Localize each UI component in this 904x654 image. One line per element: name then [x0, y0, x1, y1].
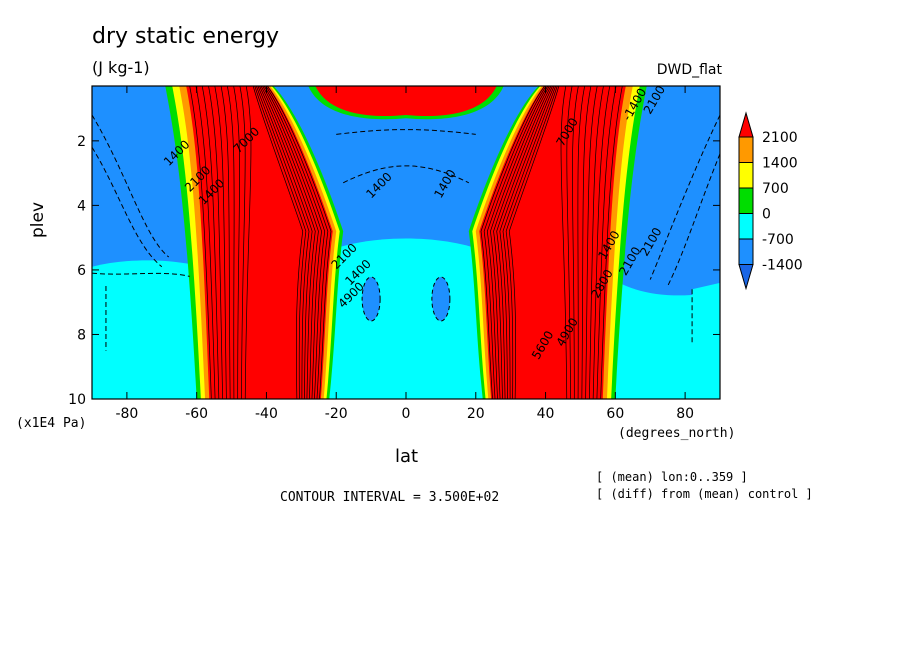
contour-south-3 — [208, 86, 322, 399]
cyan-patch-south-pole — [92, 286, 106, 351]
contour-south-4 — [214, 86, 319, 399]
x-tick-label: 80 — [676, 406, 694, 422]
upper-max-red — [315, 86, 497, 117]
colorbar-box — [738, 213, 754, 240]
dashed-contour-6 — [92, 272, 190, 277]
colorbar-top-arrow — [738, 111, 754, 138]
chart-subtitle: (J kg-1) — [92, 58, 150, 77]
dashed-contour-5 — [342, 165, 470, 184]
colorbar-label: -1400 — [762, 258, 803, 274]
y-axis-label: plev — [28, 201, 48, 238]
y-axis-units: (x1E4 Pa) — [16, 416, 87, 431]
colorbar-label: 0 — [762, 207, 771, 223]
contour-south-2 — [201, 86, 326, 399]
contour-north-2 — [486, 86, 611, 399]
blue-eye-south — [362, 276, 381, 321]
contour-north-0 — [480, 86, 623, 399]
x-tick-label: 40 — [537, 406, 555, 422]
cyan-band-tropics — [329, 238, 483, 399]
colorbar-box — [738, 238, 754, 265]
x-tick-label: -20 — [325, 406, 348, 422]
chart-title: dry static energy — [92, 24, 280, 49]
contour-south-6 — [227, 86, 313, 399]
colorbar-box — [738, 187, 754, 214]
dashed-contour-1 — [92, 147, 163, 268]
contour-north-9 — [508, 86, 568, 399]
dashed-contour-3 — [667, 153, 720, 287]
x-tick-label: -60 — [185, 406, 208, 422]
experiment-label: DWD_flat — [656, 62, 722, 78]
contour-north-6 — [499, 86, 585, 399]
y-tick-label: 10 — [68, 392, 86, 408]
y-tick-label: 6 — [77, 263, 86, 279]
contour-lines — [92, 86, 720, 399]
y-tick-label: 4 — [77, 198, 86, 214]
note-diff: [ (diff) from (mean) control ] — [596, 487, 813, 501]
x-axis-units: (degrees_north) — [618, 426, 736, 441]
colorbar-box — [738, 162, 754, 189]
contour-south-9 — [244, 86, 304, 399]
colorbar-label: 2100 — [762, 130, 798, 146]
colorbar-box — [738, 136, 754, 163]
x-tick-label: 60 — [606, 406, 624, 422]
blue-eye-north — [431, 276, 450, 321]
contour-south-7 — [233, 86, 310, 399]
colorbar-label: 700 — [762, 181, 789, 197]
x-axis-label: lat — [395, 446, 419, 467]
cyan-band-south — [92, 260, 215, 399]
colorbar-label: 1400 — [762, 156, 798, 172]
dashed-eye-north — [431, 276, 451, 322]
contour-north-3 — [490, 86, 604, 399]
x-tick-label: 20 — [467, 406, 485, 422]
x-tick-label: -80 — [115, 406, 138, 422]
cyan-band-north — [597, 269, 720, 399]
axes: -80 -60 -40 -20 0 20 40 60 80 2 4 6 8 10 — [68, 86, 720, 422]
contour-south-1 — [195, 86, 329, 399]
contour-north-5 — [496, 86, 592, 399]
colorbar-label: -700 — [762, 232, 794, 248]
colorbar-bottom-arrow — [738, 264, 754, 291]
contour-north-4 — [493, 86, 598, 399]
contour-north-1 — [483, 86, 617, 399]
cyan-patch-north-pole — [692, 282, 720, 345]
y-tick-label: 8 — [77, 327, 86, 343]
contour-south-5 — [220, 86, 316, 399]
contour-interval: CONTOUR INTERVAL = 3.500E+02 — [280, 490, 500, 505]
contour-south-8 — [239, 86, 307, 399]
contour-north-8 — [505, 86, 573, 399]
x-tick-label: -40 — [255, 406, 278, 422]
colorbar: 2100 1400 700 0 -700 -1400 — [738, 111, 803, 291]
y-tick-label: 2 — [77, 134, 86, 150]
dashed-eye-south — [361, 276, 381, 322]
x-tick-label: 0 — [402, 406, 411, 422]
contour-field — [92, 86, 720, 399]
contour-south-0 — [189, 86, 332, 399]
dashed-contour-4 — [336, 129, 476, 135]
contour-north-7 — [502, 86, 579, 399]
note-mean: [ (mean) lon:0..359 ] — [596, 470, 748, 484]
dashed-contour-2 — [649, 114, 720, 280]
